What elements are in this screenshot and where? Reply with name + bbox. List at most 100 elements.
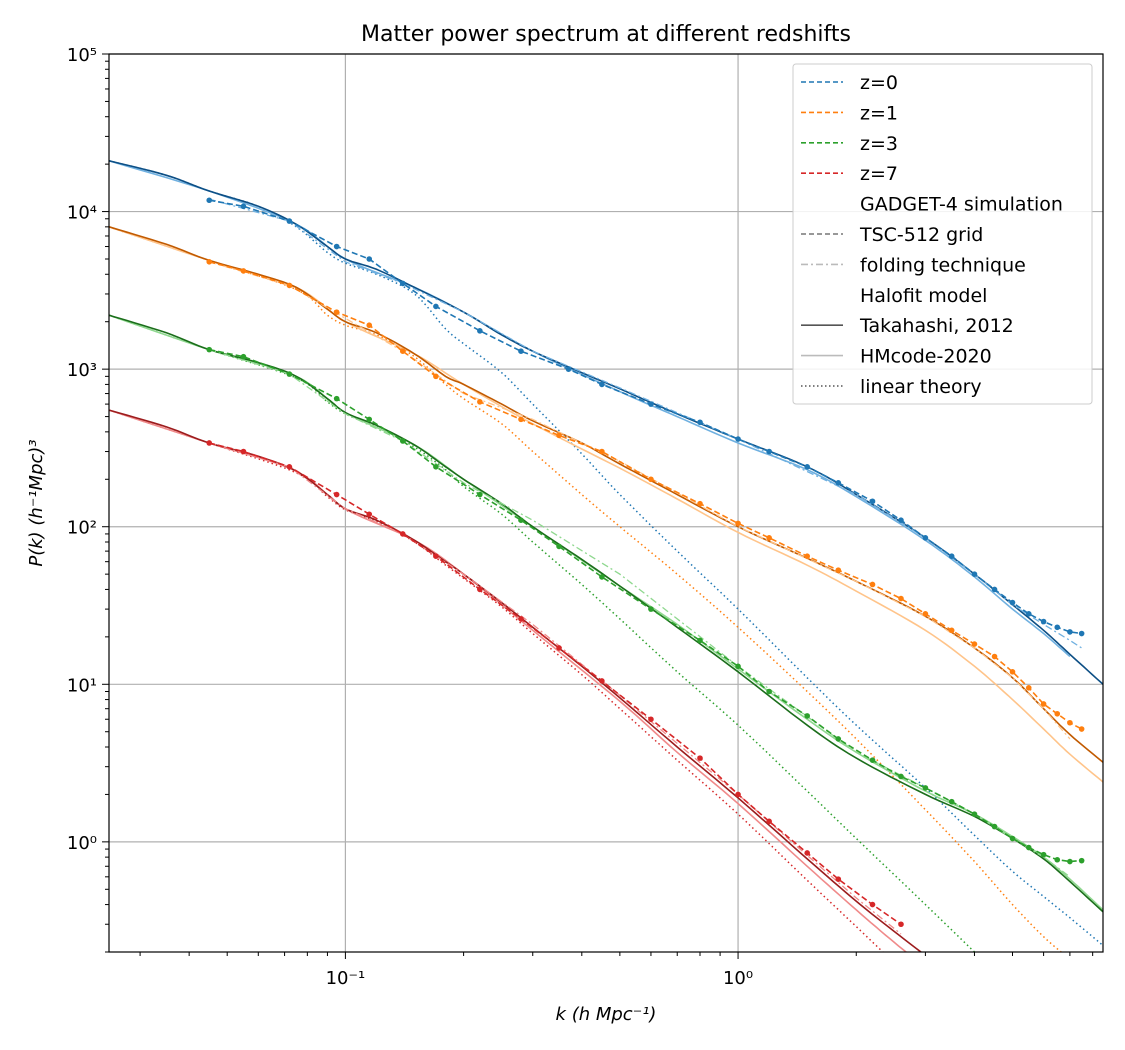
sim-point-z1 — [286, 282, 293, 289]
sim-point-z1 — [399, 348, 406, 354]
sim-point-z3 — [433, 464, 439, 470]
sim-point-z3 — [556, 543, 562, 550]
sim-point-z3 — [922, 785, 929, 791]
sim-point-z1 — [556, 432, 562, 439]
series-z1 — [109, 226, 1103, 952]
sim-point-z0 — [971, 571, 978, 577]
sim-point-z0 — [1040, 618, 1047, 625]
plot-frame — [108, 53, 1104, 953]
series-group — [109, 160, 1103, 952]
sim-point-z3 — [333, 395, 340, 402]
sim-point-z1 — [948, 627, 955, 634]
sim-point-z1 — [1054, 710, 1061, 717]
sim-point-z1 — [697, 500, 703, 507]
sim-point-z3 — [518, 517, 524, 523]
series-z3 — [109, 314, 1103, 952]
sim-point-z3 — [399, 438, 406, 444]
sim-point-z0 — [240, 203, 247, 210]
sim-point-z7 — [697, 755, 703, 761]
x-tick-label: 10⁰ — [723, 968, 753, 989]
sim-point-z3 — [697, 637, 703, 644]
series-z7 — [109, 409, 923, 952]
sim-point-z7 — [804, 850, 811, 856]
legend: z=0 z=1 z=3 z=7 GADGET-4 simulation TSC-512 … — [792, 63, 1093, 405]
sim-point-z7 — [433, 553, 439, 559]
sim-point-z0 — [599, 381, 605, 388]
sim-point-z1 — [206, 258, 213, 265]
tsc-grid-line-z1 — [208, 261, 1083, 730]
folding-line-z3 — [209, 348, 1071, 878]
x-tick-label: 10⁻¹ — [326, 968, 366, 989]
sim-point-z1 — [333, 309, 340, 315]
sim-point-z1 — [366, 322, 373, 329]
axis-ticks: 10⁻¹ 10⁰ 10⁰ 10¹ 10² 10³ 10⁴ 10⁵ — [67, 45, 1094, 989]
sim-point-z3 — [948, 798, 955, 805]
sim-point-z0 — [735, 436, 741, 442]
sim-point-z0 — [922, 535, 929, 541]
legend-label: linear theory — [860, 376, 982, 398]
sim-point-z3 — [366, 416, 373, 423]
legend-label: z=1 — [860, 102, 898, 124]
sim-point-z3 — [240, 353, 247, 360]
sim-point-z0 — [1009, 599, 1016, 606]
sim-point-z1 — [1067, 719, 1073, 726]
sim-point-z3 — [648, 606, 654, 612]
sim-point-z7 — [286, 464, 293, 470]
y-tick-label: 10⁴ — [67, 203, 97, 224]
sim-point-z1 — [1040, 701, 1047, 707]
sim-point-z1 — [518, 416, 524, 423]
sim-point-z7 — [206, 440, 213, 446]
y-tick-label: 10² — [67, 518, 97, 539]
sim-point-z7 — [333, 491, 340, 498]
sim-point-z0 — [565, 366, 572, 372]
sim-point-z0 — [648, 401, 654, 407]
sim-point-z7 — [869, 901, 876, 908]
sim-point-z1 — [922, 611, 929, 617]
sim-point-z7 — [556, 645, 562, 651]
sim-point-z3 — [766, 688, 772, 695]
sim-point-z1 — [1025, 684, 1032, 691]
legend-box — [792, 63, 1093, 405]
sim-point-z1 — [240, 268, 247, 274]
sim-point-z1 — [1009, 669, 1016, 675]
legend-label: Takahashi, 2012 — [859, 315, 1014, 337]
sim-point-z7 — [240, 448, 247, 455]
x-axis-label: k (h Mpc⁻¹) — [556, 1004, 657, 1025]
sim-point-z3 — [735, 663, 741, 670]
sim-point-z3 — [898, 773, 904, 780]
sim-point-z3 — [869, 757, 876, 763]
sim-point-z0 — [835, 479, 842, 486]
sim-point-z1 — [766, 535, 772, 541]
sim-point-z7 — [766, 818, 772, 825]
sim-point-z0 — [433, 303, 439, 310]
sim-point-z1 — [971, 641, 978, 647]
sim-point-z3 — [835, 736, 842, 742]
sim-point-z0 — [697, 419, 703, 426]
sim-point-z0 — [518, 348, 524, 354]
y-tick-label: 10¹ — [67, 675, 97, 696]
sim-point-z7 — [898, 921, 904, 928]
sim-point-z1 — [804, 553, 811, 559]
sim-point-z0 — [869, 498, 876, 505]
sim-point-z7 — [366, 511, 373, 518]
y-tick-label: 10⁵ — [67, 45, 97, 66]
legend-label: z=0 — [860, 72, 898, 94]
legend-label: z=7 — [860, 163, 898, 185]
legend-label: HMcode-2020 — [860, 346, 992, 368]
sim-point-z7 — [477, 586, 483, 593]
sim-point-z3 — [991, 823, 998, 830]
legend-label: TSC-512 grid — [859, 224, 983, 246]
sim-point-z0 — [1078, 630, 1085, 637]
sim-point-z3 — [804, 713, 811, 719]
sim-point-z0 — [477, 328, 483, 334]
sim-point-z1 — [835, 567, 842, 573]
folding-line-z0 — [209, 198, 1083, 649]
linear-theory-line-z7 — [109, 409, 884, 952]
y-axis-label: P(k) (h⁻¹Mpc)³ — [26, 439, 47, 566]
sim-point-z3 — [1009, 835, 1016, 842]
sim-point-z1 — [433, 373, 439, 380]
sim-point-z0 — [1025, 611, 1032, 617]
sim-point-z7 — [518, 616, 524, 622]
sim-point-z7 — [399, 531, 406, 537]
